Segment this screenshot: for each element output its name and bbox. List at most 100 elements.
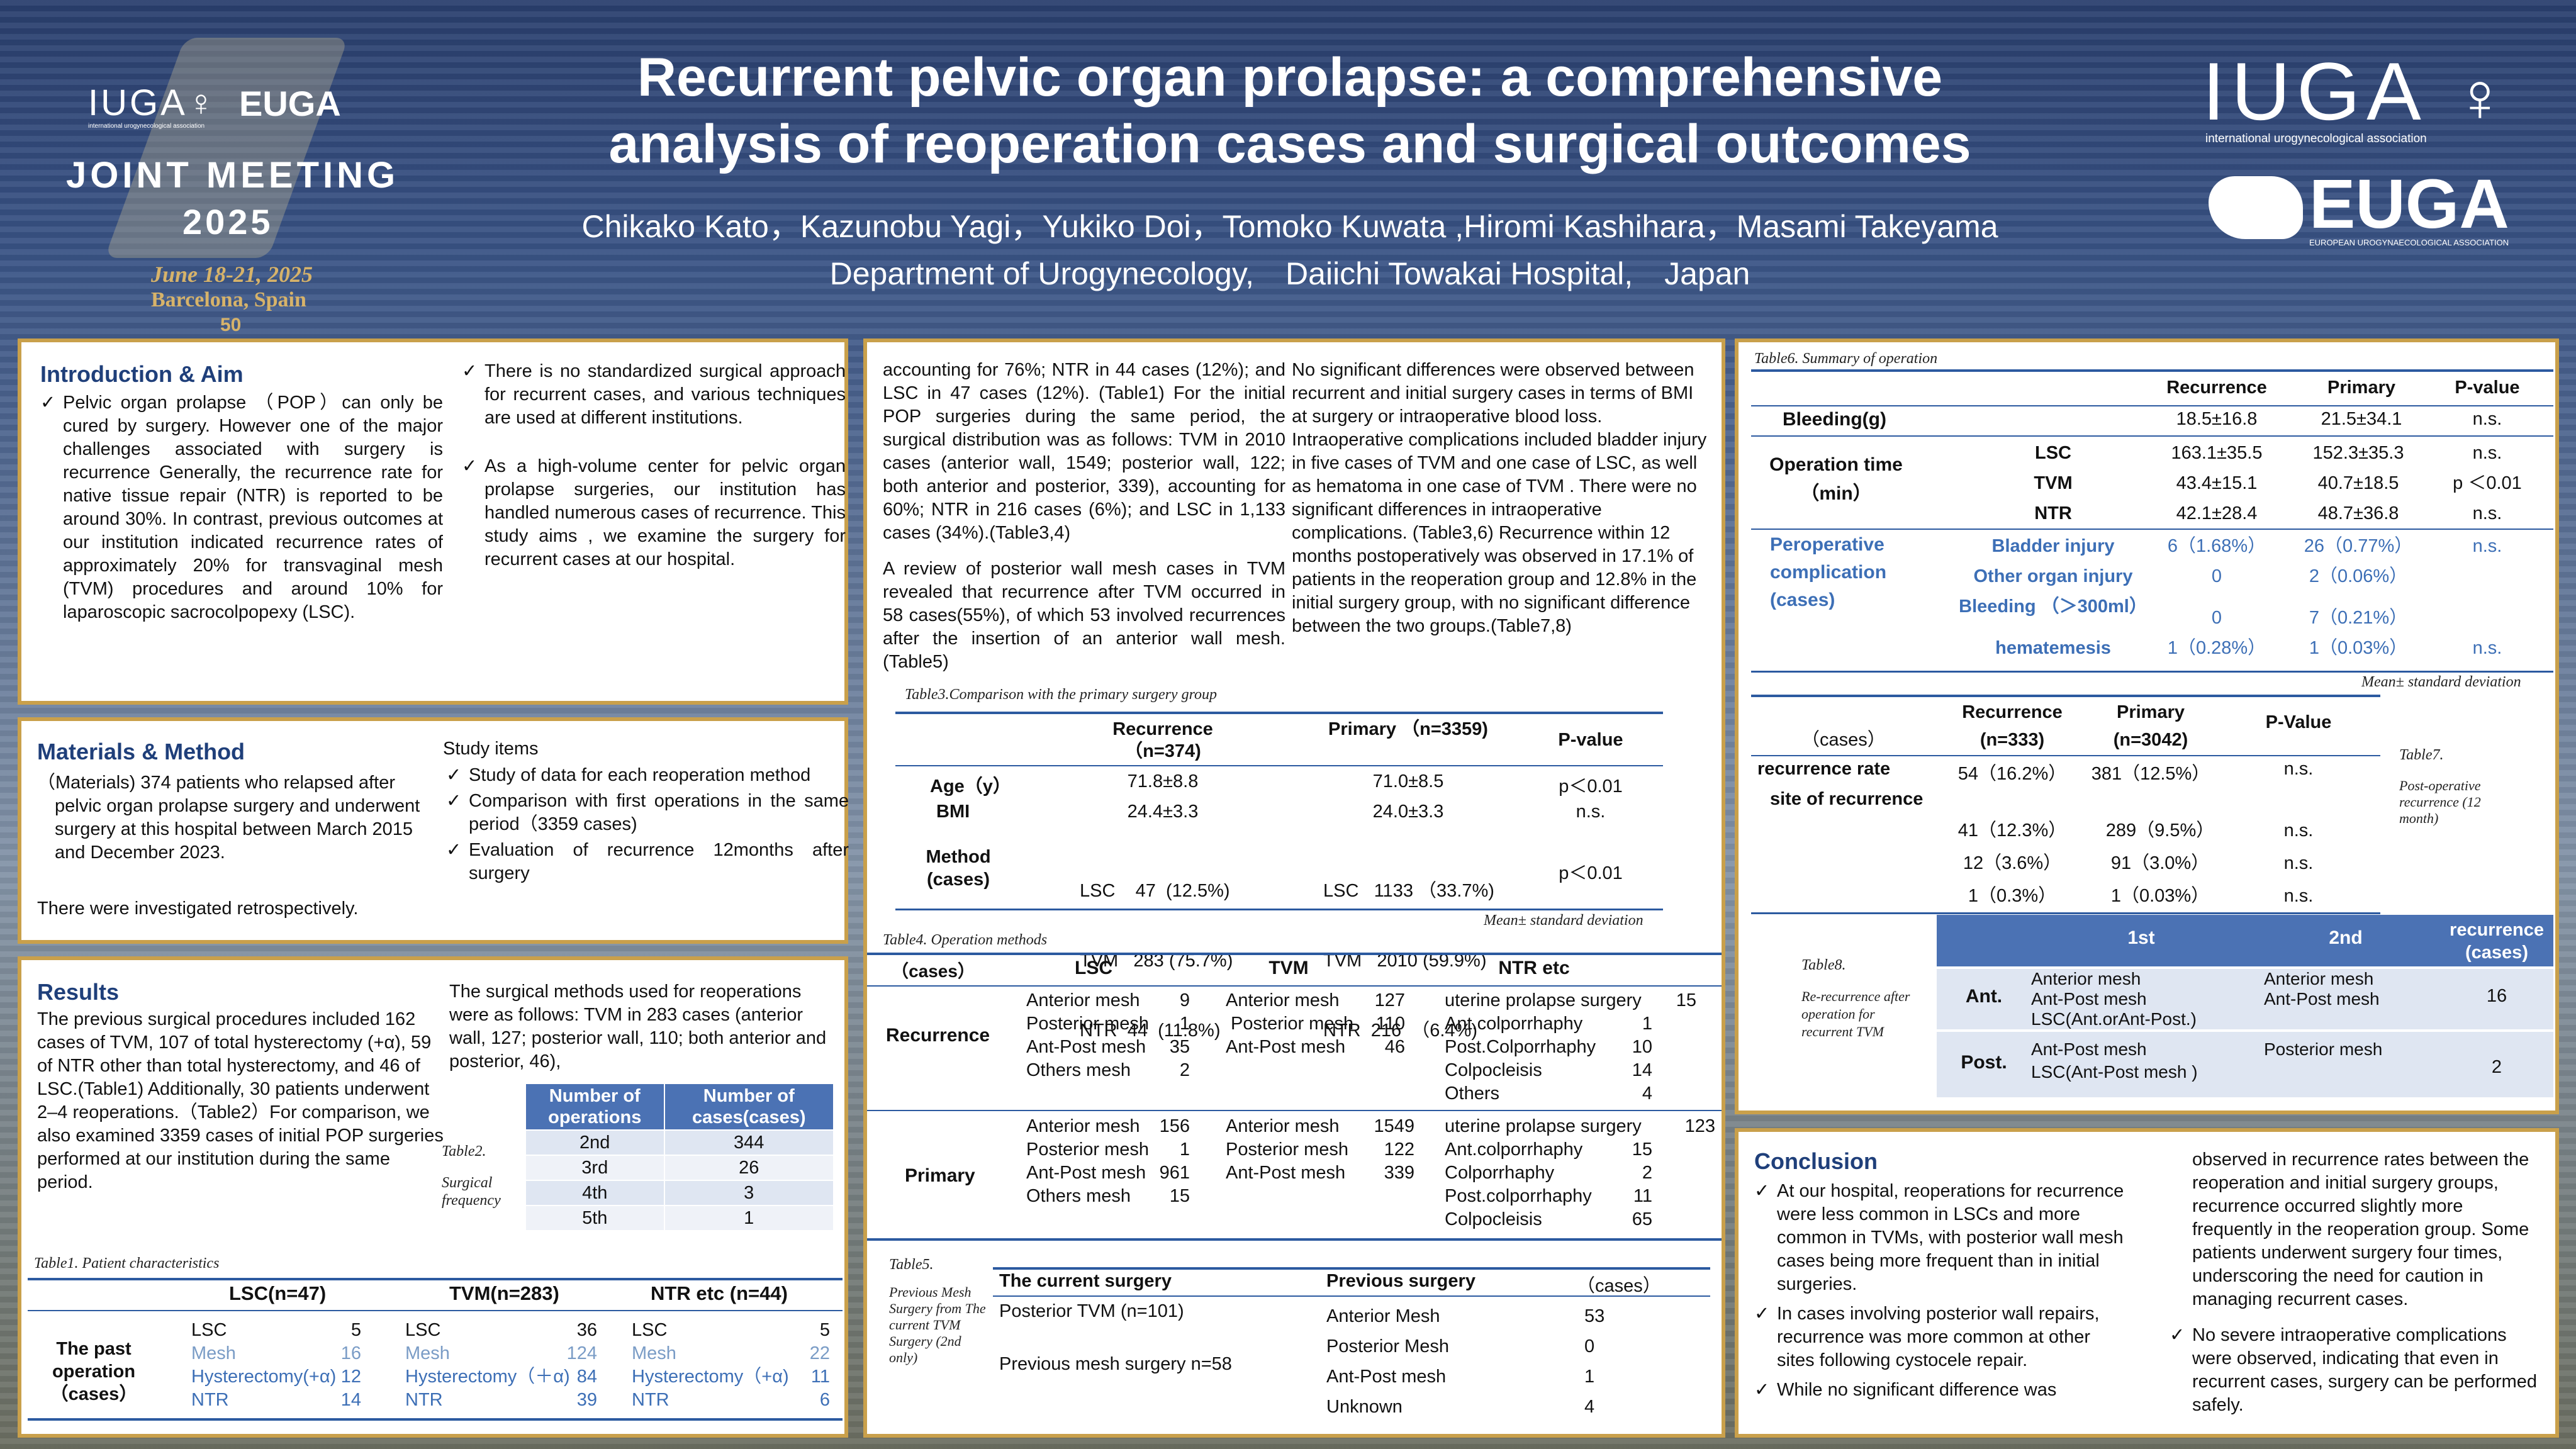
title-line-1: Recurrent pelvic organ prolapse: a compr… bbox=[637, 47, 1943, 108]
t4-label: Ant-Post mesh bbox=[1226, 1037, 1346, 1057]
table4-row-rule bbox=[867, 1110, 1722, 1111]
t4-val: 127 bbox=[1374, 990, 1405, 1010]
table6-comp-rows: Bladder injury 6（1.68%） 26（0.77%） n.s. Othe… bbox=[1959, 531, 2547, 663]
t4-val: 65 bbox=[1632, 1209, 1652, 1229]
t7-val: 1（0.3%） bbox=[1968, 886, 2057, 906]
conclusion-item-4: No severe intraoperative complications w… bbox=[2170, 1324, 2547, 1417]
table3-head-pri: Primary （n=3359) bbox=[1328, 719, 1488, 739]
table7-top-rule bbox=[1751, 695, 2380, 697]
t4-label: uterine prolapse surgery bbox=[1445, 990, 1642, 1010]
table3-age-p: p＜0.01 bbox=[1559, 776, 1623, 797]
table3-head-p: P-value bbox=[1558, 730, 1623, 750]
t6-val: 6（1.68%） bbox=[2167, 536, 2266, 556]
t4-val: 1 bbox=[1179, 1139, 1190, 1160]
t8-line: LSC(Ant-Post mesh ) bbox=[2031, 1062, 2198, 1082]
table3-bmi-p: n.s. bbox=[1576, 802, 1606, 822]
t4-val: 123 bbox=[1684, 1116, 1715, 1136]
t8-line: Ant-Post mesh bbox=[2031, 1039, 2147, 1059]
t7-val: 12（3.6%） bbox=[1963, 853, 2062, 873]
table7-head-p: P-Value bbox=[2265, 712, 2332, 732]
table8-head-rec: recurrence (cases) bbox=[2450, 920, 2544, 963]
t1-val: 39 bbox=[576, 1390, 597, 1410]
authors: Chikako Kato，Kazunobu Yagi，Yukiko Doi，To… bbox=[581, 209, 1998, 244]
table6-top-rule bbox=[1751, 369, 2553, 372]
table6-bleeding-rec: 18.5±16.8 bbox=[2176, 409, 2258, 429]
table8-caption: Table8. bbox=[1801, 957, 1846, 973]
t4-val: 4 bbox=[1642, 1083, 1652, 1104]
t1-label: Hysterectomy（+α) bbox=[632, 1367, 789, 1387]
iuga-small-logo: IUGA♀ bbox=[88, 82, 218, 123]
intro-panel: Introduction & Aim Pelvic organ prolapse… bbox=[18, 338, 848, 705]
table3-age-rec: 71.8±8.8 bbox=[1127, 771, 1199, 792]
t6-val: 26（0.77%） bbox=[2304, 536, 2413, 556]
t4-label: Posterior mesh bbox=[1026, 1139, 1150, 1160]
t4-val: 1549 bbox=[1374, 1116, 1414, 1136]
table3-bmi-label: BMI bbox=[936, 802, 970, 822]
t4-label: Ant.colporrhaphy bbox=[1445, 1139, 1583, 1160]
table8-head-2nd: 2nd bbox=[2329, 927, 2363, 948]
table4-head-cases: （cases） bbox=[891, 961, 975, 981]
t4-label: Post.Colporrhaphy bbox=[1445, 1037, 1596, 1057]
t5-label: Posterior Mesh bbox=[1326, 1336, 1450, 1357]
conclusion-panel: Conclusion At our hospital, reoperations… bbox=[1735, 1128, 2559, 1438]
table6-mid-rule bbox=[1751, 405, 2553, 406]
t4-label: Posterior mesh bbox=[1226, 1139, 1349, 1160]
t3-pri-line: NTR 216 （6.4%) bbox=[1323, 1021, 1477, 1041]
table6-head-pri: Primary bbox=[2327, 378, 2395, 398]
table7-rate-rec: 54（16.2%） bbox=[1957, 764, 2067, 784]
t4-val: 15 bbox=[1676, 990, 1696, 1010]
table7-site-label: site of recurrence bbox=[1770, 789, 1924, 809]
table3-bmi-pri: 24.0±3.3 bbox=[1372, 802, 1444, 822]
meeting-year: 2025 bbox=[182, 202, 274, 242]
t4-val: 15 bbox=[1632, 1139, 1652, 1160]
t5-label: Unknown bbox=[1326, 1397, 1403, 1417]
t1-val: 16 bbox=[340, 1343, 361, 1363]
t5-label: Ant-Post mesh bbox=[1326, 1367, 1447, 1387]
t6-p: n.s. bbox=[2472, 536, 2502, 556]
table2-cell: 1 bbox=[663, 1205, 834, 1231]
conclusion-heading: Conclusion bbox=[1754, 1148, 1878, 1174]
t4-label: Post.colporrhaphy bbox=[1445, 1186, 1592, 1206]
results-paragraph-2: The surgical methods used for reoperatio… bbox=[449, 982, 827, 1071]
table6-optime-rows: LSC 163.1±35.5 152.3±35.3 n.s. TVM 43.4±15.1… bbox=[1959, 438, 2547, 529]
t4-val: 15 bbox=[1169, 1186, 1190, 1206]
t3-rec-line: NTR 44 (11.8%) bbox=[1080, 1021, 1221, 1041]
results-heading: Results bbox=[37, 979, 120, 1005]
conclusion-item-2: In cases involving posterior wall repair… bbox=[1754, 1302, 2132, 1372]
t4-val: 2 bbox=[1179, 1060, 1190, 1080]
t4-label: Anterior mesh bbox=[1026, 990, 1140, 1010]
table3-age-pri: 71.0±8.5 bbox=[1372, 771, 1444, 792]
mid-paragraph-left: accounting for 76%; NTR in 44 cases (12%… bbox=[883, 360, 1285, 543]
t4-val: 14 bbox=[1632, 1060, 1652, 1080]
table3-age-label: Age（y） bbox=[930, 776, 1011, 797]
t3-pri-line: LSC 1133 （33.7%) bbox=[1323, 881, 1494, 901]
t4-val: 122 bbox=[1384, 1139, 1414, 1160]
joint-meeting-logo: IUGA♀ EUGA international urogynecologica… bbox=[50, 25, 415, 335]
table5-top-rule bbox=[993, 1267, 1710, 1270]
t1-val: 5 bbox=[350, 1320, 361, 1340]
t5-val: 0 bbox=[1584, 1336, 1595, 1357]
table7-caption-sub: Post-operative recurrence (12 month) bbox=[2399, 778, 2481, 826]
t1-label: NTR bbox=[632, 1390, 669, 1410]
table4-top-rule bbox=[867, 953, 1722, 955]
table6-bleeding-pri: 21.5±34.1 bbox=[2321, 409, 2402, 429]
t6-sub: LSC bbox=[2035, 443, 2071, 463]
table3-mid-rule bbox=[895, 765, 1663, 766]
t4-val: 156 bbox=[1159, 1116, 1190, 1136]
table4-pri-lsc: Anterior mesh 156 Posterior mesh 1 Ant-Pos… bbox=[1026, 1115, 1190, 1208]
joint-meeting-text: JOINT MEETING bbox=[66, 155, 400, 196]
table8-post-n: 2 bbox=[2491, 1057, 2502, 1077]
table8: 1st 2nd recurrence (cases) Ant. Anterior… bbox=[1937, 915, 2553, 1097]
t4-label: Others bbox=[1445, 1083, 1500, 1104]
t4-val: 10 bbox=[1632, 1037, 1652, 1057]
t5-val: 53 bbox=[1584, 1306, 1605, 1326]
t6-sub: hematemesis bbox=[1995, 638, 2111, 658]
study-item-2: Comparison with first operations in the … bbox=[446, 790, 849, 836]
t5-label: Anterior Mesh bbox=[1326, 1306, 1440, 1326]
mid-paragraph-left-2: A review of posterior wall mesh cases in… bbox=[883, 559, 1285, 672]
t1-val: 22 bbox=[809, 1343, 830, 1363]
t1-label: LSC bbox=[632, 1320, 668, 1340]
t1-label: LSC bbox=[191, 1320, 227, 1340]
study-items-title: Study items bbox=[443, 739, 539, 759]
table8-ant-2nd: Anterior mesh Ant-Post mesh bbox=[2264, 969, 2380, 1009]
